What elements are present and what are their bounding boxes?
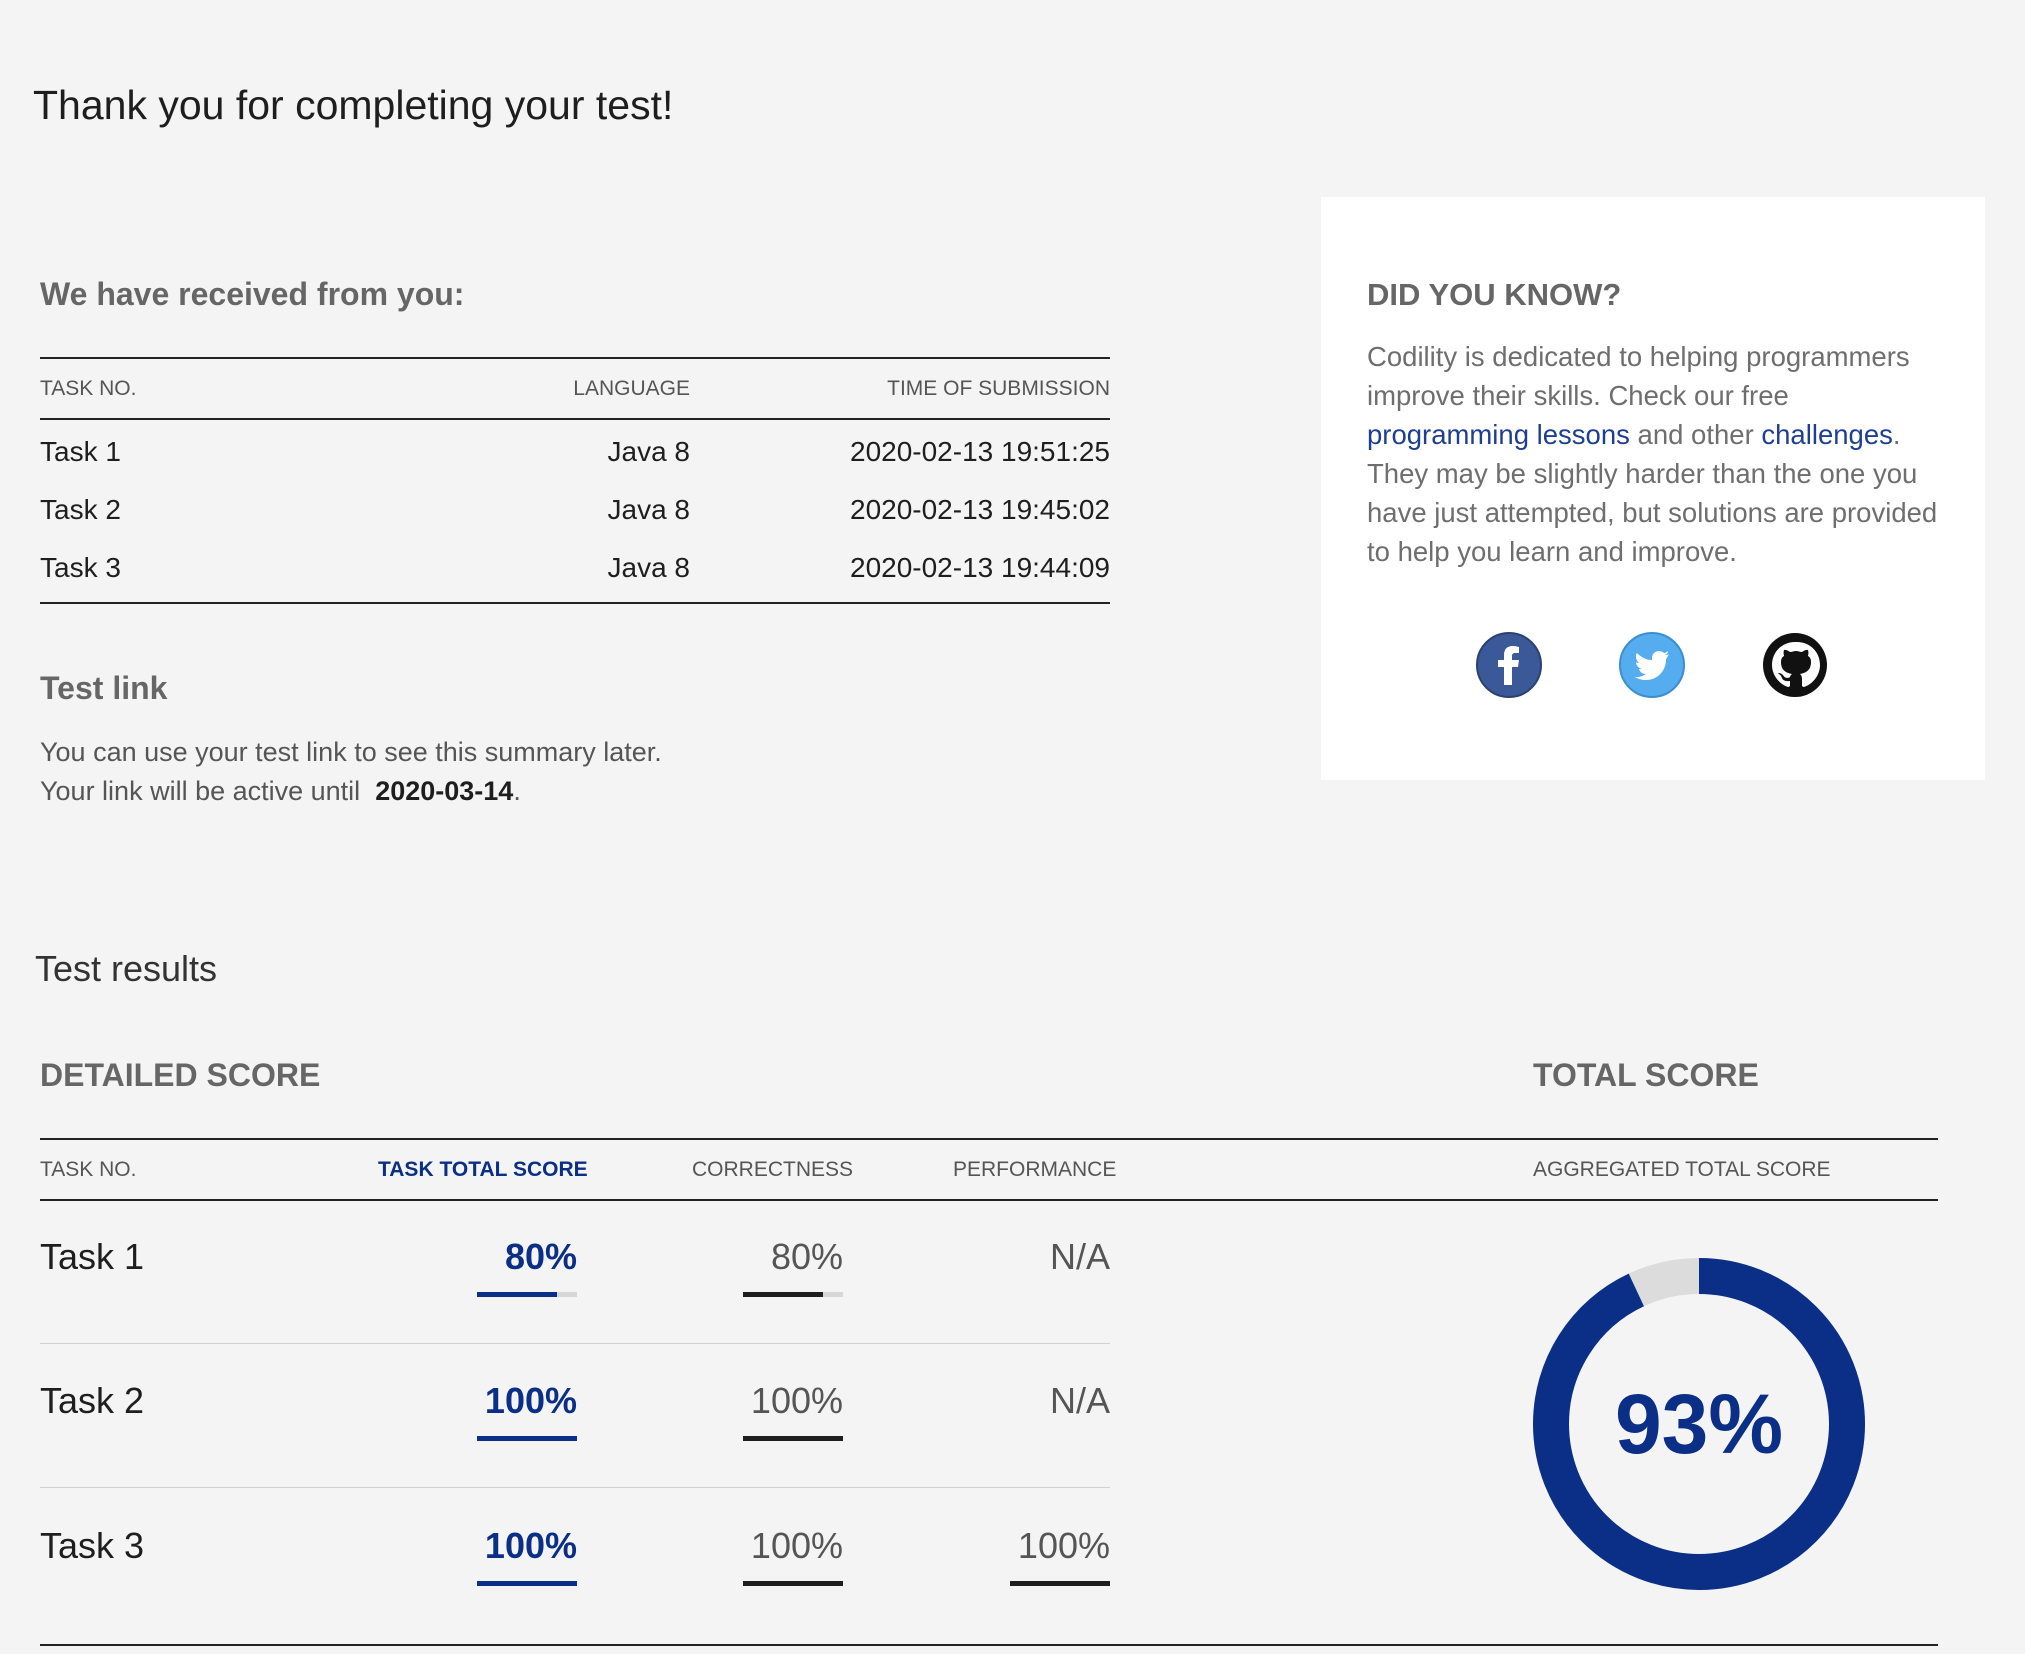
correctness-bar [743, 1581, 843, 1586]
test-link-heading: Test link [40, 670, 168, 706]
performance-score: N/A [1049, 1380, 1110, 1421]
dyk-text-part3: . They may be slightly harder than the o… [1367, 419, 1938, 567]
submission-time: 2020-02-13 19:51:25 [850, 436, 1110, 467]
correctness-bar [743, 1292, 843, 1297]
detailed-score-heading: DETAILED SCORE [40, 1057, 321, 1093]
performance-score: 100% [1017, 1525, 1110, 1566]
total-score-heading: TOTAL SCORE [1533, 1057, 1759, 1093]
col-task-no: TASK NO. [40, 376, 137, 400]
page-title: Thank you for completing your test! [33, 82, 674, 128]
score-task: Task 2 [40, 1380, 145, 1421]
submission-time: 2020-02-13 19:44:09 [850, 552, 1110, 583]
task-total-score: 80% [504, 1236, 577, 1277]
col-aggregated-total-score: AGGREGATED TOTAL SCORE [1533, 1158, 1831, 1181]
received-heading: We have received from you: [40, 276, 465, 312]
test-results-title: Test results [35, 948, 218, 989]
table-row: Task 1 Java 8 2020-02-13 19:51:25 [40, 423, 1110, 481]
test-link-expiry-date: 2020-03-14 [375, 776, 514, 806]
total-score-bar [477, 1292, 577, 1297]
submission-language: Java 8 [607, 436, 691, 467]
task-total-score: 100% [484, 1525, 577, 1566]
task-total-score: 100% [484, 1380, 577, 1421]
test-link-line1: You can use your test link to see this s… [40, 737, 662, 767]
col-performance[interactable]: PERFORMANCE [953, 1158, 1117, 1181]
test-link-suffix: . [513, 776, 521, 806]
correctness-score: 80% [770, 1236, 843, 1277]
did-you-know-card: DID YOU KNOW? Codility is dedicated to h… [1321, 197, 1985, 780]
submissions-table: TASK NO. LANGUAGE TIME OF SUBMISSION Tas… [40, 357, 1110, 604]
github-icon[interactable] [1762, 632, 1828, 698]
donut-chart [1533, 1258, 1865, 1590]
total-score-bar [477, 1436, 577, 1441]
correctness-bar [743, 1436, 843, 1441]
submission-task: Task 1 [40, 436, 121, 467]
col-correctness[interactable]: CORRECTNESS [692, 1158, 854, 1181]
twitter-icon[interactable] [1619, 632, 1685, 698]
score-row: Task 3 100% 100% 100% [40, 1488, 1110, 1632]
table-row: Task 3 Java 8 2020-02-13 19:44:09 [40, 539, 1110, 597]
score-table-header: TASK NO. TASK TOTAL SCORE CORRECTNESS PE… [40, 1138, 1938, 1201]
test-link-prefix: Your link will be active until [40, 776, 361, 806]
score-task: Task 3 [40, 1525, 145, 1566]
col-task-no: TASK NO. [40, 1158, 137, 1181]
submission-time: 2020-02-13 19:45:02 [850, 494, 1110, 525]
table-row: Task 2 Java 8 2020-02-13 19:45:02 [40, 481, 1110, 539]
did-you-know-text: Codility is dedicated to helping program… [1367, 337, 1947, 571]
programming-lessons-link[interactable]: programming lessons [1367, 419, 1630, 450]
correctness-score: 100% [750, 1380, 843, 1421]
did-you-know-title: DID YOU KNOW? [1367, 277, 1622, 312]
dyk-text-part1: Codility is dedicated to helping program… [1367, 341, 1910, 411]
score-table-bottom-rule [40, 1644, 1938, 1646]
challenges-link[interactable]: challenges [1761, 419, 1893, 450]
col-time-of-submission: TIME OF SUBMISSION [887, 376, 1110, 400]
score-task: Task 1 [40, 1236, 145, 1277]
facebook-icon[interactable] [1476, 632, 1542, 698]
performance-score: N/A [1049, 1236, 1110, 1277]
submission-task: Task 2 [40, 494, 121, 525]
col-language: LANGUAGE [573, 376, 690, 400]
donut-value-arc [1533, 1258, 1865, 1590]
dyk-text-part2: and other [1637, 419, 1754, 450]
performance-bar [1010, 1581, 1110, 1586]
test-link-text: You can use your test link to see this s… [40, 733, 662, 811]
score-row: Task 2 100% 100% N/A [40, 1343, 1110, 1488]
total-score-bar [477, 1581, 577, 1586]
test-link-line2: Your link will be active until 2020-03-1… [40, 772, 662, 811]
correctness-score: 100% [750, 1525, 843, 1566]
aggregated-score-donut: 93% [1533, 1258, 1865, 1590]
col-task-total-score[interactable]: TASK TOTAL SCORE [378, 1158, 588, 1181]
aggregated-score-value: 93% [1614, 1376, 1784, 1471]
score-row: Task 1 80% 80% N/A [40, 1199, 1110, 1344]
submission-language: Java 8 [607, 552, 691, 583]
submission-task: Task 3 [40, 552, 121, 583]
submissions-table-header: TASK NO. LANGUAGE TIME OF SUBMISSION [40, 359, 1110, 420]
submission-language: Java 8 [607, 494, 691, 525]
